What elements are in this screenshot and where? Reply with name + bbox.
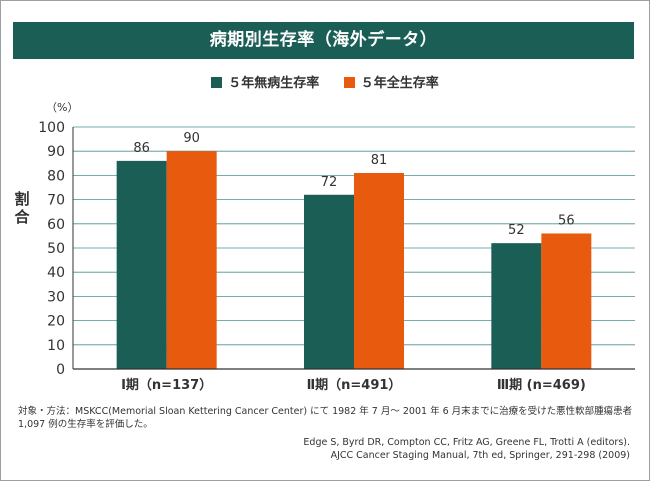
y-axis-label: 割 合 xyxy=(14,190,30,226)
legend: ５年無病生存率 ５年全生存率 xyxy=(0,72,650,91)
legend-label-overall: ５年全生存率 xyxy=(360,76,439,91)
data-label-disease-free-3: 52 xyxy=(508,223,525,238)
y-tick-label-100: 100 xyxy=(38,120,65,136)
y-tick-label-50: 50 xyxy=(47,241,65,257)
citation-line-1: Edge S, Byrd DR, Compton CC, Fritz AG, G… xyxy=(303,437,630,448)
data-label-overall-1: 90 xyxy=(183,131,200,146)
data-label-disease-free-2: 72 xyxy=(321,175,338,190)
legend-item-overall: ５年全生存率 xyxy=(343,72,439,91)
y-tick-label-60: 60 xyxy=(47,217,65,233)
citation: Edge S, Byrd DR, Compton CC, Fritz AG, G… xyxy=(210,436,630,462)
y-tick-label-20: 20 xyxy=(47,314,65,330)
bar-overall-2 xyxy=(354,172,404,369)
data-label-overall-3: 56 xyxy=(558,213,575,228)
bar-overall-1 xyxy=(166,151,217,369)
legend-label-disease-free: ５年無病生存率 xyxy=(228,76,320,91)
x-tick-label-1: Ⅰ期（n=137） xyxy=(121,377,212,393)
y-tick-label-70: 70 xyxy=(47,193,65,209)
bar-disease-free-3 xyxy=(491,243,542,369)
bar-disease-free-2 xyxy=(304,194,354,369)
y-tick-label-90: 90 xyxy=(47,144,65,160)
data-label-overall-2: 81 xyxy=(371,153,388,168)
x-tick-label-3: Ⅲ期 (n=469) xyxy=(497,378,586,393)
data-label-disease-free-1: 86 xyxy=(133,141,150,156)
y-tick-label-30: 30 xyxy=(47,289,65,305)
y-axis-label-char-1: 割 xyxy=(14,190,30,208)
y-tick-label-0: 0 xyxy=(56,362,65,378)
y-tick-label-40: 40 xyxy=(47,265,65,281)
legend-item-disease-free: ５年無病生存率 xyxy=(211,72,319,91)
citation-line-2: AJCC Cancer Staging Manual, 7th ed, Spri… xyxy=(330,450,630,461)
bar-overall-3 xyxy=(541,233,592,369)
y-axis-label-char-2: 合 xyxy=(14,208,30,226)
y-tick-label-10: 10 xyxy=(47,338,65,354)
bar-disease-free-1 xyxy=(116,160,167,369)
y-unit-label: （%） xyxy=(46,101,79,114)
footnote-line-1: 対象・方法：MSKCC(Memorial Sloan Kettering Can… xyxy=(18,406,633,417)
chart-title: 病期別生存率（海外データ） xyxy=(13,22,634,59)
footnote: 対象・方法：MSKCC(Memorial Sloan Kettering Can… xyxy=(18,405,638,431)
legend-swatch-overall xyxy=(343,77,355,88)
footnote-line-2: 1,097 例の生存率を評価した。 xyxy=(18,419,153,430)
legend-swatch-disease-free xyxy=(211,77,223,88)
y-tick-label-80: 80 xyxy=(47,168,65,184)
x-tick-label-2: Ⅱ期（n=491） xyxy=(307,377,402,393)
